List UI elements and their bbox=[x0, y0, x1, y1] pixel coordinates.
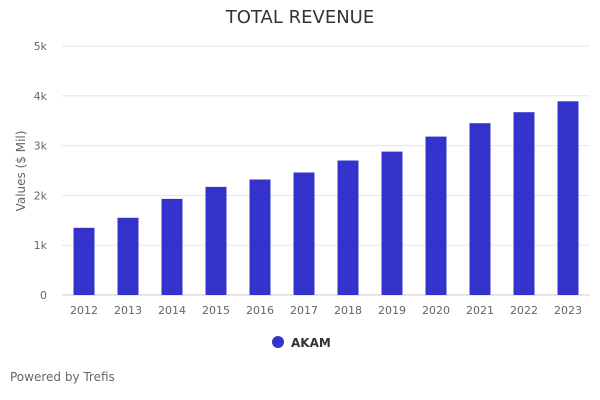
x-tick-label: 2015 bbox=[202, 304, 230, 317]
bar-2017[interactable] bbox=[293, 172, 315, 296]
x-axis-ticks: 2012 2013 2014 2015 2016 2017 2018 2019 2020 2021… bbox=[70, 304, 582, 317]
y-tick-label: 0 bbox=[40, 289, 47, 302]
bar-2012[interactable] bbox=[73, 227, 95, 295]
legend[interactable]: AKAM bbox=[272, 336, 331, 350]
powered-by-credit[interactable]: Powered by Trefis bbox=[10, 370, 115, 384]
y-tick-label: 1k bbox=[34, 239, 48, 252]
bar-2019[interactable] bbox=[381, 151, 403, 295]
x-tick-label: 2016 bbox=[246, 304, 274, 317]
x-tick-label: 2021 bbox=[466, 304, 494, 317]
y-tick-label: 3k bbox=[34, 140, 48, 153]
x-tick-label: 2017 bbox=[290, 304, 318, 317]
bar-2015[interactable] bbox=[205, 186, 227, 295]
bar-2020[interactable] bbox=[425, 136, 447, 295]
x-tick-label: 2019 bbox=[378, 304, 406, 317]
bar-2022[interactable] bbox=[513, 112, 535, 295]
legend-label-akam: AKAM bbox=[291, 336, 331, 350]
x-tick-label: 2012 bbox=[70, 304, 98, 317]
bars bbox=[73, 101, 579, 296]
x-tick-label: 2018 bbox=[334, 304, 362, 317]
bar-2023[interactable] bbox=[557, 101, 579, 295]
bar-2016[interactable] bbox=[249, 179, 271, 296]
y-tick-label: 2k bbox=[34, 189, 48, 202]
x-tick-label: 2022 bbox=[510, 304, 538, 317]
bar-2013[interactable] bbox=[117, 217, 139, 295]
y-tick-label: 4k bbox=[34, 90, 48, 103]
x-tick-label: 2013 bbox=[114, 304, 142, 317]
x-tick-label: 2014 bbox=[158, 304, 186, 317]
y-tick-label: 5k bbox=[34, 40, 48, 53]
x-tick-label: 2023 bbox=[554, 304, 582, 317]
x-tick-label: 2020 bbox=[422, 304, 450, 317]
legend-marker-akam bbox=[272, 336, 284, 348]
chart-title: TOTAL REVENUE bbox=[225, 7, 375, 28]
y-axis-ticks: 0 1k 2k 3k 4k 5k bbox=[34, 40, 48, 302]
bar-2018[interactable] bbox=[337, 160, 359, 296]
grid-lines bbox=[62, 45, 590, 296]
bar-2014[interactable] bbox=[161, 198, 183, 295]
y-axis-title: Values ($ Mil) bbox=[14, 131, 28, 212]
bar-2021[interactable] bbox=[469, 123, 491, 295]
